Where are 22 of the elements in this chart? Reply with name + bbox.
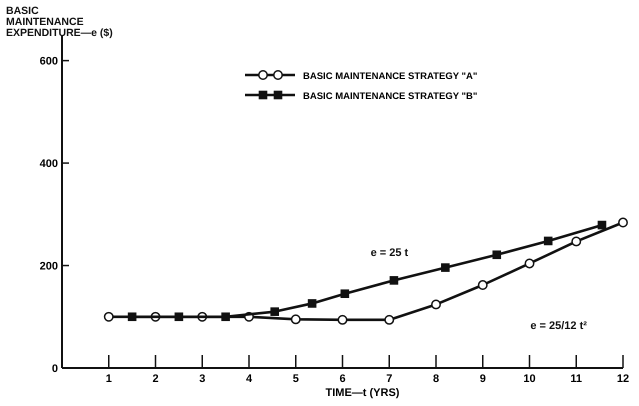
legend-label: BASIC MAINTENANCE STRATEGY "B" [303,91,478,102]
x-tick-label: 9 [480,373,486,385]
y-tick-label: 600 [40,56,58,68]
x-tick-label: 4 [246,373,253,385]
x-tick-label: 8 [432,373,440,385]
y-tick-label: 400 [40,158,58,170]
legend-label: BASIC MAINTENANCE STRATEGY "A" [303,71,478,82]
y-axis-title: BASIC MAINTENANCE EXPENDITURE—e ($) [6,5,113,39]
x-tick-label: 12 [616,373,630,385]
y-tick-label: 0 [52,363,58,375]
annotation: e = 25/12 t² [530,320,588,332]
y-tick-label: 200 [40,260,58,273]
x-tick-label: 2 [152,373,159,385]
x-tick-label: 6 [339,373,346,385]
x-tick-label: 1 [106,373,112,385]
x-tick-label: 5 [292,373,299,385]
x-tick-label: 11 [570,373,582,385]
x-tick-label: 7 [386,373,392,385]
annotation: e = 25 t [370,246,409,259]
x-tick-label: 10 [523,373,536,385]
x-tick-label: 3 [199,373,206,385]
x-axis-title: TIME—t (YRS) [326,387,400,399]
